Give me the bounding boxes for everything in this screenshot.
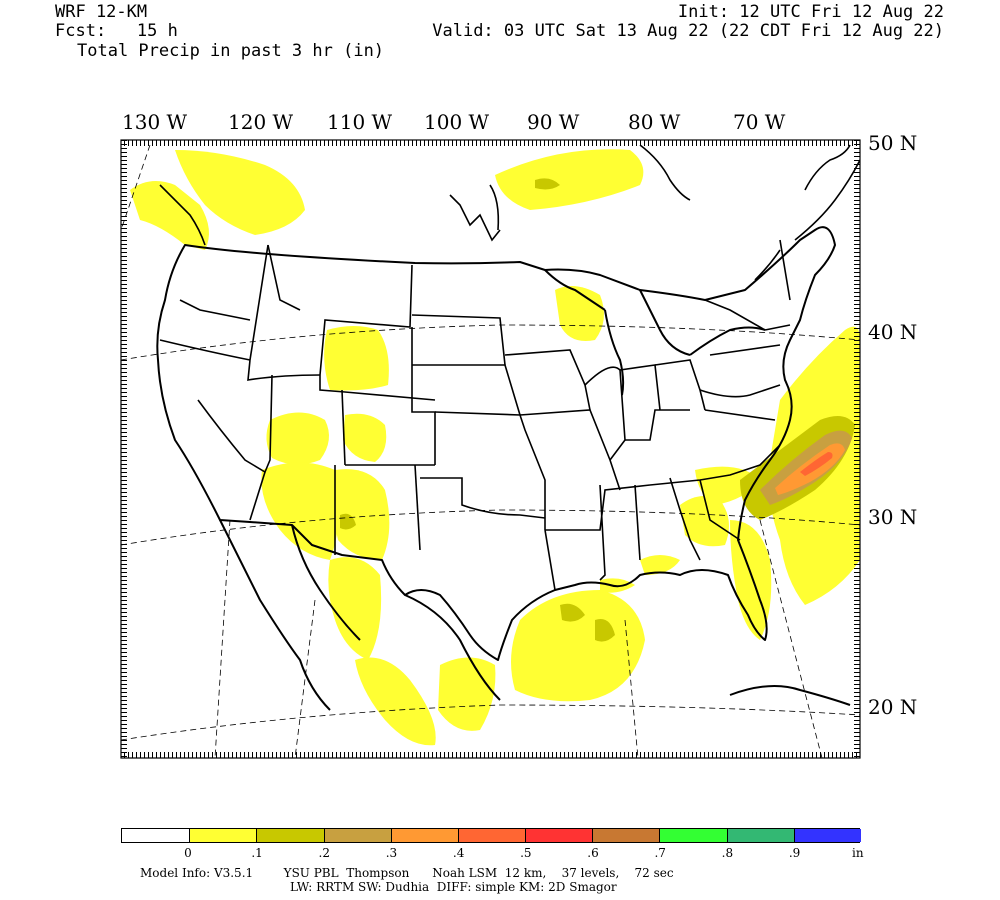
colorbar-label: .6	[587, 846, 599, 860]
colorbar-label: .2	[318, 846, 330, 860]
colorbar-label: .1	[251, 846, 263, 860]
frame-ticks-top	[121, 140, 860, 146]
lat-label-50n: 50 N	[868, 131, 918, 155]
forecast-hour: Fcst: 15 h	[55, 21, 178, 41]
colorbar-label: .4	[452, 846, 465, 860]
precip-moderate-areas	[340, 178, 855, 642]
colorbar-segment	[457, 829, 526, 842]
colorbar-label: .3	[385, 846, 398, 860]
precip-max-areas	[800, 452, 833, 476]
colorbar-label: in	[852, 846, 864, 860]
colorbar-segment	[390, 829, 458, 842]
colorbar-label: .9	[788, 846, 801, 860]
lon-label-80w: 80 W	[628, 110, 681, 134]
model-info-line: Model Info: V3.5.1 YSU PBL Thompson Noah…	[140, 866, 674, 880]
init-time: Init: 12 UTC Fri 12 Aug 22	[677, 2, 944, 22]
lat-label-40n: 40 N	[868, 320, 918, 344]
graticule	[121, 144, 860, 758]
colorbar-label: .8	[721, 846, 734, 860]
frame-ticks-bottom	[121, 752, 860, 758]
physics-info-line: LW: RRTM SW: Dudhia DIFF: simple KM: 2D …	[290, 880, 617, 894]
lon-label-90w: 90 W	[527, 110, 580, 134]
lat-label-20n: 20 N	[868, 695, 918, 719]
canada-coast	[159, 144, 860, 281]
lon-label-100w: 100 W	[424, 110, 490, 134]
precip-light-areas	[130, 149, 860, 746]
colorbar-label: 0	[184, 846, 192, 860]
field-title: Total Precip in past 3 hr (in)	[77, 41, 385, 61]
lon-label-70w: 70 W	[733, 110, 786, 134]
colorbar-segment	[726, 829, 794, 842]
colorbar-segment	[189, 829, 257, 842]
lat-label-30n: 30 N	[868, 505, 918, 529]
lon-label-130w: 130 W	[122, 110, 188, 134]
colorbar-label: .7	[654, 846, 666, 860]
boundaries	[156, 226, 851, 711]
state-lines	[159, 239, 791, 591]
model-title: WRF 12-KM	[55, 2, 148, 22]
frame-ticks-left	[121, 140, 127, 758]
colorbar-segment	[323, 829, 391, 842]
colorbar-label: .5	[520, 846, 532, 860]
colorbar-segment	[256, 829, 324, 842]
lon-label-110w: 110 W	[327, 110, 393, 134]
frame-ticks-right	[854, 140, 860, 758]
colorbar-segment	[592, 829, 660, 842]
colorbar	[121, 828, 861, 843]
lon-label-120w: 120 W	[228, 110, 294, 134]
valid-time: Valid: 03 UTC Sat 13 Aug 22 (22 CDT Fri …	[432, 21, 944, 41]
colorbar-segment	[122, 829, 190, 842]
colorbar-segment	[525, 829, 593, 842]
colorbar-segment	[793, 829, 861, 842]
colorbar-segment	[659, 829, 727, 842]
